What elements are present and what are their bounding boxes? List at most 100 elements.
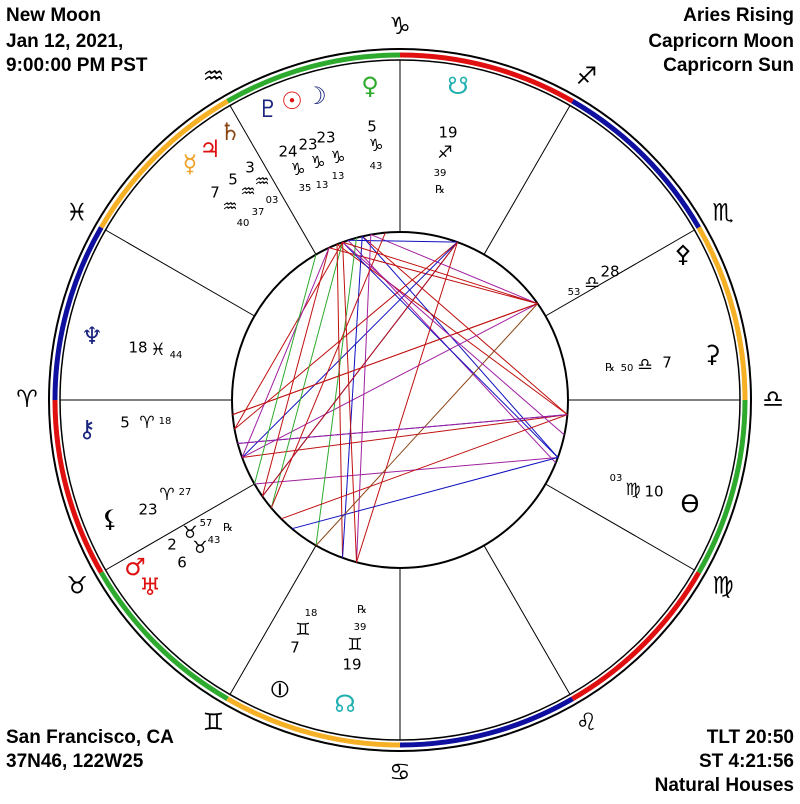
sign-glyph: ♋ (389, 758, 411, 786)
location: San Francisco, CA (6, 727, 174, 748)
planet-sign: ♑ (310, 153, 325, 173)
sign-glyph: ♒ (203, 62, 225, 90)
sign-arc (399, 696, 574, 748)
sign-glyph: ♓ (66, 199, 88, 227)
sign-arc (99, 99, 229, 229)
planet-minutes: 39 (434, 168, 447, 179)
sign-glyph: ♉ (66, 572, 88, 600)
location: 37N46, 122W25 (6, 751, 144, 772)
planet-minutes: 43 (208, 535, 221, 546)
planet-minutes: 53 (568, 287, 581, 298)
retrograde: ℞ (435, 183, 445, 196)
planet-minutes: 03 (610, 473, 623, 484)
sign-arc (696, 226, 748, 401)
planet-minutes: 13 (332, 171, 345, 182)
planet-glyph: ♀ (361, 72, 379, 100)
planet-glyph: ⚷ (78, 415, 96, 443)
planet-glyph: ⚸ (101, 505, 119, 533)
aspect-line (336, 243, 568, 416)
sign-arc (571, 99, 701, 229)
inner-circle (231, 231, 569, 569)
aspect-line (270, 242, 344, 509)
house-line (105, 483, 255, 571)
sign-glyph: ♎ (762, 385, 784, 413)
planet-glyph: ☋ (447, 72, 468, 100)
planet-degree: 6 (177, 554, 187, 572)
aspect-line (241, 247, 330, 458)
planet-sign: ♐ (437, 143, 452, 163)
aspect-line (336, 244, 344, 558)
house-line (545, 229, 695, 317)
planet-degree: 7 (290, 639, 300, 657)
aspect-line (261, 241, 458, 497)
planet-degree: 23 (138, 501, 157, 519)
planet-glyph: ♆ (81, 322, 103, 350)
planet-minutes: 39 (354, 622, 367, 633)
aspect-line (356, 241, 458, 563)
planet-degree: 19 (438, 124, 457, 142)
planet-glyph: ♅ (139, 573, 161, 601)
house-line (105, 229, 255, 317)
planet-glyph: ♄ (219, 118, 241, 146)
planet-sign: ♒ (254, 172, 269, 192)
planet-minutes: 13 (316, 180, 329, 191)
chart-info: TLT 20:50 (707, 727, 794, 748)
planet-sign: ♉ (182, 523, 197, 543)
planet-sign: ♎ (637, 355, 652, 375)
aspect-line (342, 241, 559, 458)
sign-glyph: ♐ (576, 62, 598, 90)
planet-sign: ♍ (625, 480, 640, 500)
planet-degree: 19 (342, 656, 361, 674)
planet-sign: ♓ (150, 340, 165, 360)
planet-degree: 7 (210, 184, 220, 202)
planet-degree: 2 (167, 536, 177, 554)
sign-arc (696, 399, 748, 574)
sign-glyph: ♊ (203, 708, 225, 736)
aspect-line (237, 414, 568, 444)
planet-degree: 5 (120, 414, 130, 432)
aspect-line (370, 234, 538, 305)
sign-glyph: ♑ (389, 12, 411, 40)
planet-glyph: ☊ (334, 690, 355, 718)
aspect-line (242, 414, 568, 458)
planet-minutes: 50 (621, 363, 634, 374)
planet-minutes: 27 (179, 487, 192, 498)
planet-sign: ♒ (222, 197, 237, 217)
date: Jan 12, 2021, (6, 31, 123, 52)
aspect-line (234, 241, 343, 430)
aspect-line (342, 242, 358, 563)
aspect-line (291, 456, 558, 530)
planet-degree: 24 (278, 143, 297, 161)
planet-sign: ♑ (368, 136, 383, 156)
planet-minutes: 44 (170, 350, 183, 361)
sign-arc (226, 52, 401, 104)
planet-minutes: 18 (305, 608, 318, 619)
chart-info: Natural Houses (655, 775, 794, 796)
planet-sign: ♈ (139, 413, 154, 433)
planet-sign: ♑ (290, 160, 305, 180)
aspect-line (254, 456, 558, 485)
house-line (229, 545, 317, 695)
planet-sign: ♑ (330, 148, 345, 168)
planet-sign: ♉ (192, 538, 207, 558)
planet-minutes: 18 (159, 416, 172, 427)
planet-glyph: ⦶ (271, 675, 288, 703)
sign-glyph: ♍ (712, 572, 734, 600)
retrograde: ℞ (357, 603, 367, 616)
planet-degree: 23 (298, 136, 317, 154)
planet-degree: 5 (367, 118, 377, 136)
aspect-line (356, 234, 372, 563)
sign-arc (52, 399, 104, 574)
planet-minutes: 43 (370, 161, 383, 172)
sign-arc (52, 226, 104, 401)
planet-degree: 28 (600, 263, 619, 281)
aspect-line (270, 232, 386, 509)
planet-glyph: ♃ (199, 135, 221, 163)
event: New Moon (6, 5, 101, 26)
outer-circle (48, 48, 752, 752)
aspect-line (254, 254, 317, 485)
aspect-line (234, 241, 458, 430)
summary: Aries Rising (683, 5, 794, 26)
